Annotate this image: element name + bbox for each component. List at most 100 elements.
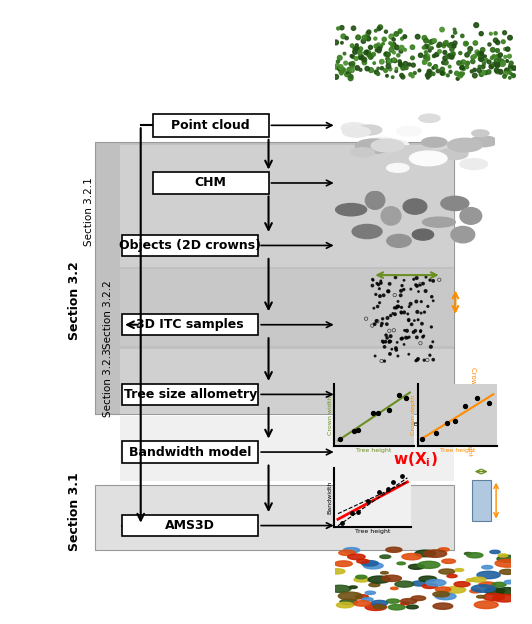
Point <box>338 22 346 32</box>
Ellipse shape <box>441 197 469 210</box>
Point <box>374 39 383 49</box>
Point <box>395 389 403 399</box>
X-axis label: Tree height: Tree height <box>356 447 392 452</box>
Point <box>424 42 433 52</box>
Point <box>390 290 399 300</box>
Point <box>404 315 413 325</box>
Point <box>442 37 451 47</box>
Point <box>505 73 514 83</box>
Point <box>387 336 395 346</box>
FancyBboxPatch shape <box>122 314 258 335</box>
Point <box>343 33 351 43</box>
Point <box>370 58 378 68</box>
Point <box>456 48 464 58</box>
Point <box>376 22 385 32</box>
Point <box>428 43 436 53</box>
Point <box>393 42 401 52</box>
Ellipse shape <box>352 225 382 238</box>
Point <box>433 49 441 59</box>
Point <box>372 46 381 56</box>
Point <box>364 50 373 60</box>
Point <box>371 290 380 300</box>
Point <box>436 39 444 49</box>
Point <box>379 338 387 348</box>
Ellipse shape <box>433 592 450 597</box>
Ellipse shape <box>368 576 390 583</box>
Point <box>477 52 486 62</box>
Point <box>398 333 406 343</box>
Point <box>386 64 394 74</box>
Point <box>401 45 409 55</box>
Point <box>505 51 514 61</box>
Point <box>360 32 369 42</box>
Point <box>468 66 476 76</box>
Point <box>373 316 381 326</box>
Point <box>423 51 431 61</box>
Point <box>388 56 396 66</box>
Point <box>350 426 359 436</box>
Point <box>423 73 432 83</box>
Point <box>447 52 456 62</box>
Point <box>426 46 434 56</box>
Point <box>346 59 355 69</box>
Point <box>348 59 357 69</box>
Point <box>367 52 375 62</box>
Text: Section 3.2.2: Section 3.2.2 <box>103 280 113 349</box>
Point <box>379 290 388 300</box>
Point <box>416 338 425 348</box>
Ellipse shape <box>353 601 371 606</box>
Point <box>488 45 497 55</box>
Point <box>370 303 378 313</box>
Point <box>402 333 410 343</box>
Point <box>364 29 372 39</box>
Point <box>347 51 356 61</box>
Ellipse shape <box>412 581 428 586</box>
Point <box>393 338 402 348</box>
Point <box>413 281 421 291</box>
Point <box>431 62 440 72</box>
Ellipse shape <box>423 550 447 557</box>
Point <box>390 47 398 57</box>
Point <box>390 55 398 65</box>
Point <box>408 53 417 63</box>
Point <box>509 71 518 80</box>
Point <box>420 355 428 365</box>
Point <box>397 71 406 80</box>
Point <box>336 53 344 63</box>
Point <box>422 47 430 57</box>
Point <box>386 331 395 341</box>
Point <box>338 38 346 48</box>
Point <box>406 69 415 79</box>
Point <box>495 66 504 76</box>
Point <box>439 41 448 51</box>
Point <box>463 50 471 60</box>
Point <box>453 69 461 79</box>
Text: Section 3.1: Section 3.1 <box>68 473 81 552</box>
Point <box>404 316 413 326</box>
Ellipse shape <box>369 583 380 587</box>
Point <box>500 27 509 37</box>
Point <box>367 51 376 61</box>
Point <box>479 62 487 72</box>
Point <box>441 53 450 63</box>
Ellipse shape <box>470 589 481 593</box>
Point <box>384 61 393 71</box>
Point <box>475 49 483 59</box>
Point <box>375 487 383 497</box>
Point <box>510 63 519 73</box>
Ellipse shape <box>401 602 409 605</box>
Point <box>337 67 346 77</box>
Point <box>348 61 356 71</box>
Point <box>458 31 467 41</box>
Point <box>368 281 377 291</box>
Point <box>383 333 392 343</box>
Circle shape <box>351 148 375 157</box>
Point <box>443 419 451 429</box>
Point <box>360 57 369 67</box>
Text: diameter: diameter <box>397 421 429 427</box>
Point <box>423 54 432 64</box>
Ellipse shape <box>348 554 365 560</box>
Point <box>335 64 343 74</box>
Point <box>432 428 440 438</box>
Point <box>406 284 415 294</box>
